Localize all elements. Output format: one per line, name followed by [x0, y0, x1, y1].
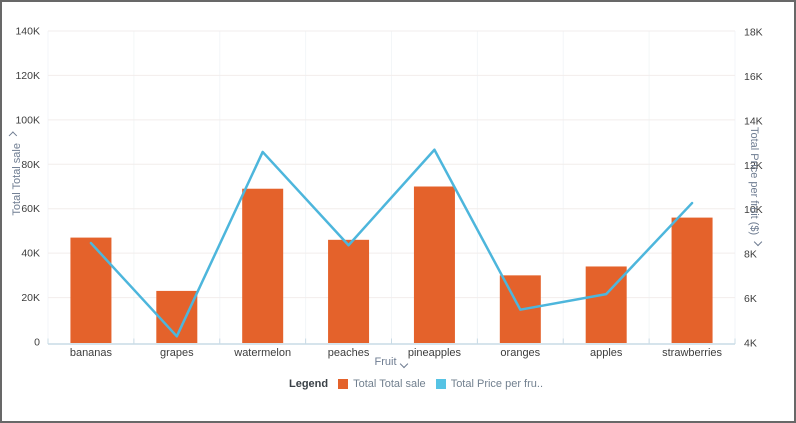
- x-axis-title[interactable]: Fruit: [48, 356, 735, 369]
- y-tick-label-left: 20K: [21, 292, 40, 304]
- legend-swatch: [435, 379, 446, 389]
- legend-item-label: Total Total sale: [353, 378, 426, 390]
- chevron-down-icon: [399, 359, 408, 369]
- chevron-down-icon: [8, 131, 18, 141]
- left-axis-title[interactable]: Total Total sale: [8, 131, 23, 216]
- y-tick-label-right: 14K: [744, 115, 763, 127]
- left-axis-title-label: Total Total sale: [10, 143, 23, 216]
- x-category-label: peaches: [328, 347, 370, 359]
- legend-item[interactable]: Total Price per fru..: [435, 378, 544, 390]
- legend-title: Legend: [288, 378, 329, 390]
- y-tick-label-right: 12K: [744, 160, 763, 172]
- bar-peaches[interactable]: [328, 239, 370, 343]
- legend: Legend Total Total sale Total Price per f…: [18, 378, 796, 390]
- chevron-down-icon: [753, 237, 763, 247]
- y-tick-label-left: 140K: [15, 26, 40, 38]
- x-category-label: strawberries: [662, 347, 722, 359]
- y-tick-label-right: 18K: [744, 27, 763, 39]
- right-axis-title[interactable]: Total Price per fruit ($): [748, 127, 763, 247]
- y-tick-label-left: 40K: [21, 248, 40, 260]
- y-tick-label-right: 6K: [744, 293, 757, 305]
- y-tick-label-right: 16K: [744, 71, 763, 83]
- x-category-label: grapes: [160, 347, 194, 359]
- x-axis-title-label: Fruit: [374, 356, 397, 368]
- right-axis-title-label: Total Price per fruit ($): [748, 127, 760, 236]
- legend-swatch: [338, 379, 349, 389]
- x-category-label: pineapples: [408, 347, 462, 359]
- x-category-label: apples: [590, 347, 623, 359]
- y-tick-label-left: 60K: [21, 203, 40, 215]
- y-tick-label-left: 80K: [21, 159, 40, 171]
- bar-pineapples[interactable]: [413, 186, 455, 344]
- x-category-label: bananas: [70, 347, 113, 359]
- y-tick-label-right: 4K: [744, 338, 757, 350]
- legend-item-label: Total Price per fru..: [450, 378, 544, 390]
- x-category-label: oranges: [500, 347, 540, 359]
- x-category-label: watermelon: [233, 347, 291, 359]
- price-line-series[interactable]: [89, 148, 694, 338]
- bar-bananas[interactable]: [70, 237, 112, 343]
- y-tick-label-left: 100K: [15, 114, 40, 126]
- y-tick-label-left: 0: [34, 337, 40, 349]
- y-tick-label-right: 8K: [744, 249, 757, 261]
- bar-strawberries[interactable]: [671, 217, 713, 343]
- legend-item[interactable]: Total Total sale: [338, 378, 426, 390]
- y-tick-label-left: 120K: [15, 70, 40, 82]
- bar-watermelon[interactable]: [242, 188, 284, 343]
- y-tick-label-right: 10K: [744, 204, 763, 216]
